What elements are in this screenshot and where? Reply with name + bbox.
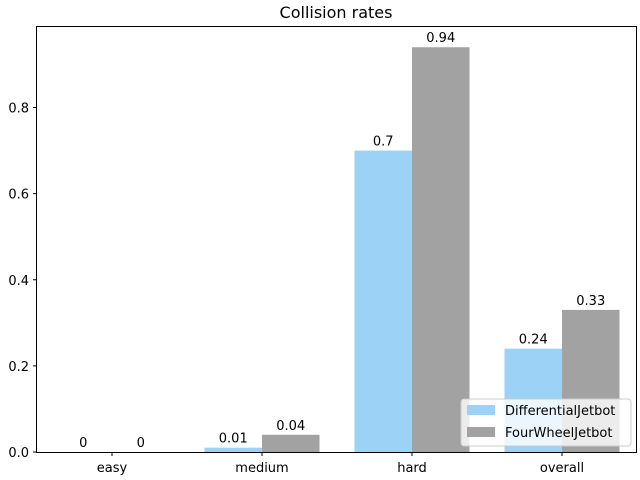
legend-label-fourwheeljetbot: FourWheelJetbot xyxy=(505,426,613,441)
x-tick-label-hard: hard xyxy=(397,461,427,476)
data-label-differentialjetbot-hard: 0.7 xyxy=(373,135,394,150)
bar-differentialjetbot-hard xyxy=(354,150,412,453)
y-tick-label-0-4: 0.4 xyxy=(8,274,29,289)
data-label-fourwheeljetbot-easy: 0 xyxy=(137,436,145,451)
data-label-differentialjetbot-easy: 0 xyxy=(79,436,87,451)
y-tick-label-0-6: 0.6 xyxy=(8,188,29,203)
chart-title: Collision rates xyxy=(280,3,393,22)
bar-fourwheeljetbot-hard xyxy=(412,47,470,452)
data-labels-group: 0 0.01 0.7 0.24 0 0.04 0.94 0.33 xyxy=(79,31,605,451)
legend-swatch-fourwheeljetbot xyxy=(467,427,495,437)
x-tick-label-overall: overall xyxy=(540,461,584,476)
data-label-differentialjetbot-medium: 0.01 xyxy=(219,432,248,447)
data-label-differentialjetbot-overall: 0.24 xyxy=(519,333,548,348)
y-tick-label-0-2: 0.2 xyxy=(8,360,29,375)
x-tick-label-easy: easy xyxy=(97,461,128,476)
plot-frame xyxy=(36,26,637,453)
y-tick-label-0-0: 0.0 xyxy=(8,446,29,461)
bar-differentialjetbot-medium xyxy=(204,447,262,452)
legend: DifferentialJetbot FourWheelJetbot xyxy=(460,398,632,447)
legend-box xyxy=(460,398,632,447)
data-label-fourwheeljetbot-hard: 0.94 xyxy=(426,31,455,46)
x-tick-label-medium: medium xyxy=(235,461,288,476)
legend-swatch-differentialjetbot xyxy=(467,405,495,415)
y-axis: 0.0 0.2 0.4 0.6 0.8 xyxy=(8,102,37,461)
bar-fourwheeljetbot-medium xyxy=(262,434,320,452)
legend-label-differentialjetbot: DifferentialJetbot xyxy=(505,404,615,419)
y-tick-label-0-8: 0.8 xyxy=(8,102,29,117)
data-label-fourwheeljetbot-overall: 0.33 xyxy=(576,294,605,309)
bars-group xyxy=(204,47,620,453)
data-label-fourwheeljetbot-medium: 0.04 xyxy=(276,419,305,434)
x-axis: easy medium hard overall xyxy=(97,452,584,476)
